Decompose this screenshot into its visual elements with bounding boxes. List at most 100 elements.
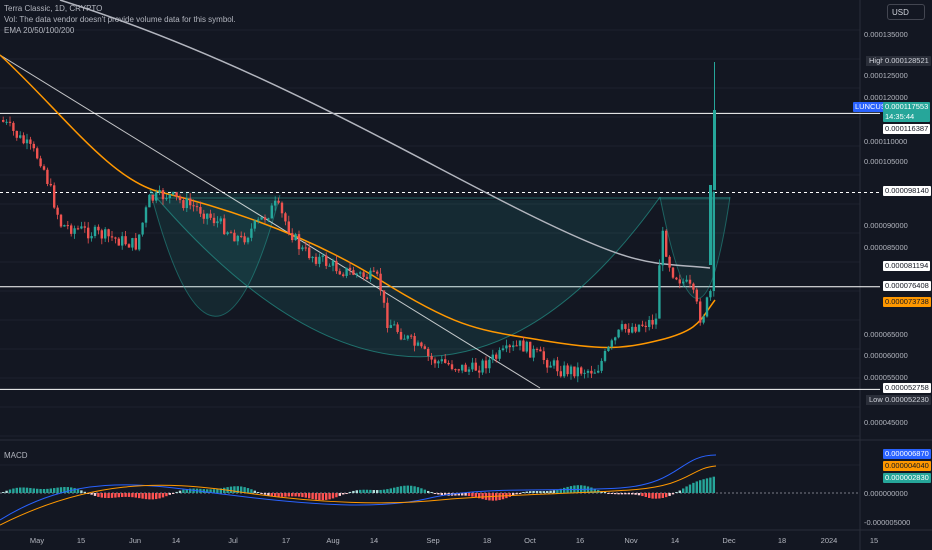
- candle-body: [257, 219, 260, 221]
- histogram-value-tag: 0.000002830: [883, 473, 931, 483]
- currency-button[interactable]: USD: [887, 4, 925, 20]
- macd-histogram-bar: [433, 493, 437, 494]
- candle-body: [209, 213, 212, 218]
- macd-histogram-bar: [321, 493, 324, 501]
- candle-body: [627, 328, 630, 333]
- macd-histogram-bar: [593, 488, 596, 493]
- macd-label[interactable]: MACD: [4, 451, 28, 460]
- candle-body: [379, 273, 382, 291]
- macd-histogram-bar: [66, 487, 69, 493]
- candle-body: [32, 143, 35, 149]
- candle-body: [430, 356, 433, 360]
- candle-body: [328, 265, 331, 267]
- macd-histogram-bar: [590, 487, 593, 493]
- macd-histogram-bar: [393, 487, 396, 493]
- macd-histogram-bar: [270, 493, 273, 497]
- macd-histogram-bar: [206, 489, 209, 493]
- candle-body: [202, 213, 205, 219]
- candle-body: [583, 372, 586, 374]
- macd-histogram-bar: [253, 490, 256, 493]
- candle-body: [423, 346, 426, 349]
- candle-body: [226, 232, 229, 235]
- symbol-title[interactable]: Terra Classic, 1D, CRYPTO: [4, 4, 103, 13]
- candle-body: [525, 341, 528, 352]
- candle-body: [325, 255, 328, 266]
- macd-histogram-bar: [535, 490, 539, 493]
- candle-body: [216, 221, 219, 224]
- time-tick: 14: [670, 536, 680, 545]
- candle-body: [471, 362, 474, 370]
- macd-histogram-bar: [542, 491, 545, 493]
- candle-body: [294, 234, 297, 241]
- macd-histogram-bar: [603, 492, 607, 493]
- macd-histogram-bar: [654, 493, 658, 499]
- candle-body: [573, 366, 576, 377]
- candle-body: [352, 270, 355, 275]
- macd-histogram-bar: [457, 493, 460, 496]
- candle-body: [301, 247, 304, 250]
- candle-body: [348, 267, 352, 271]
- candle-body: [675, 277, 678, 280]
- macd-histogram-bar: [243, 487, 246, 493]
- candle-body: [253, 220, 256, 229]
- macd-histogram-bar: [481, 493, 484, 500]
- candle-body: [178, 196, 182, 201]
- candle-body: [321, 255, 324, 257]
- candle-body: [243, 236, 246, 243]
- candle-body: [699, 301, 702, 323]
- macd-histogram-bar: [114, 493, 117, 498]
- macd-histogram-bar: [165, 493, 168, 497]
- candle-body: [597, 370, 600, 373]
- macd-histogram-bar: [19, 487, 22, 493]
- ema-price-tag: 0.000073738: [883, 297, 931, 307]
- candle-body: [644, 325, 647, 328]
- macd-histogram-bar: [155, 493, 158, 500]
- candle-body: [127, 244, 131, 248]
- candle-body: [131, 238, 134, 248]
- macd-histogram-bar: [233, 486, 236, 493]
- candle-body: [454, 369, 457, 371]
- candle-body: [512, 345, 515, 348]
- candle-body: [165, 198, 168, 200]
- low-label: Low: [866, 395, 886, 405]
- macd-histogram-bar: [284, 493, 287, 497]
- candle-body: [87, 227, 90, 239]
- macd-histogram-bar: [2, 492, 5, 493]
- candle-body: [335, 260, 338, 272]
- price-tick: 0.000110000: [864, 137, 908, 146]
- candle-body: [556, 360, 559, 372]
- candle-body: [168, 194, 171, 199]
- price-tick: 0.000045000: [864, 418, 908, 427]
- macd-histogram-bar: [437, 493, 440, 495]
- candle-body: [66, 225, 69, 227]
- macd-histogram-bar: [216, 488, 219, 493]
- candle-body: [427, 348, 430, 357]
- time-tick: 16: [575, 536, 585, 545]
- macd-histogram-bar: [464, 493, 467, 496]
- candle-body: [539, 349, 542, 352]
- macd-histogram-bar: [182, 489, 185, 493]
- macd-histogram-bar: [699, 480, 702, 493]
- macd-histogram-bar: [175, 491, 178, 493]
- macd-histogram-bar: [168, 493, 171, 495]
- macd-histogram-bar: [56, 487, 59, 493]
- candle-body: [457, 369, 460, 371]
- price-axis[interactable]: 0.000135000 0.000125000 0.000120000 0.00…: [860, 0, 932, 550]
- candle-body: [260, 217, 263, 220]
- macd-histogram-bar: [260, 493, 263, 494]
- candle-body: [148, 194, 151, 208]
- macd-histogram-bar: [202, 489, 205, 493]
- macd-histogram-bar: [80, 490, 83, 493]
- macd-histogram-bar: [705, 478, 709, 493]
- macd-histogram-bar: [42, 489, 46, 493]
- macd-histogram-bar: [709, 477, 712, 493]
- candle-body: [566, 365, 569, 375]
- candle-body: [505, 345, 508, 349]
- symbol-tag: LUNCUSD: [853, 102, 894, 112]
- candle-body: [416, 342, 420, 346]
- candle-body: [134, 238, 137, 250]
- candle-body: [433, 359, 437, 364]
- ema-indicator-label[interactable]: EMA 20/50/100/200: [4, 26, 75, 35]
- ema-200-line: [59, 0, 711, 269]
